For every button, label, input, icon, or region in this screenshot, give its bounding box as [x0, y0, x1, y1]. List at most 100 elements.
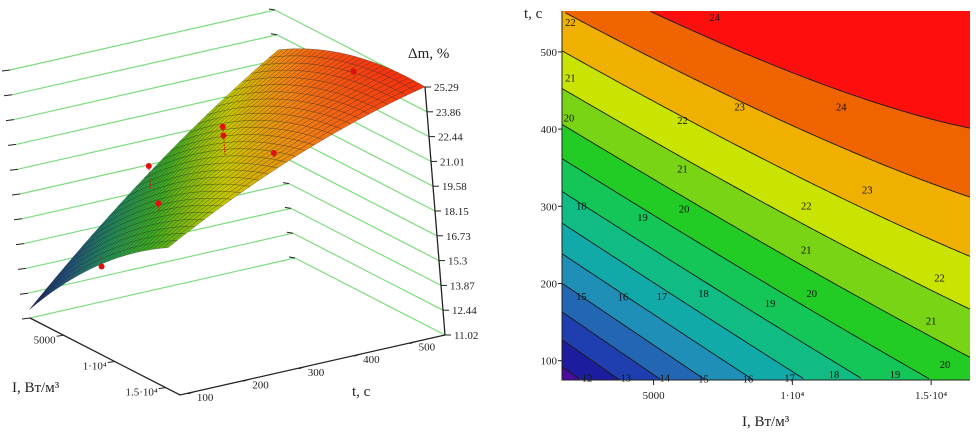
z-tick-label: 12.44 [452, 305, 477, 317]
contour-label: 19 [765, 299, 776, 310]
t-tick-label: 400 [363, 354, 380, 366]
t-tick-label: 500 [419, 342, 436, 354]
contour-band-23 [562, 11, 970, 198]
contour-label: 19 [637, 213, 648, 224]
contour-label: 22 [677, 116, 688, 127]
left-wall-tick [21, 317, 31, 320]
i-tick-label: 5000 [34, 334, 57, 346]
contour-label: 20 [679, 205, 690, 216]
surface-patch [344, 116, 361, 125]
contour-band-12 [562, 339, 970, 380]
surface-plot-3d: 25.29 23.86 22.44 21.01 19.58 18.15 16.73 15.3 1… [1, 8, 478, 404]
contour-line-15 [561, 282, 706, 380]
contour-line-12 [561, 366, 580, 380]
contour-label: 15 [576, 292, 587, 303]
contour-label: 12 [582, 374, 593, 385]
z-tick-label: 15.3 [448, 256, 468, 268]
contour-label: 21 [926, 317, 937, 328]
i-axis-title: I, Вт/м³ [12, 380, 60, 396]
t-axis-title: t, с [352, 384, 371, 400]
data-point [145, 162, 152, 169]
surface-patch [189, 218, 206, 227]
t-tick-label: 300 [308, 367, 325, 379]
point-stem [148, 165, 152, 190]
surface-patch [198, 212, 215, 220]
contour-label: 21 [801, 246, 812, 257]
left-wall-tick [1, 69, 11, 72]
contour-label: 18 [698, 289, 709, 300]
surface-patch [171, 232, 187, 241]
contour-label: 21 [565, 73, 576, 84]
contour-y-tick-label: 300 [541, 201, 558, 213]
contour-band-20 [562, 88, 970, 358]
contour-line-18 [561, 191, 862, 379]
t-tick [409, 341, 416, 345]
contour-x-tick-label: 1.5·10⁴ [915, 390, 947, 402]
z-tick-label: 18.15 [444, 206, 469, 218]
contour-band-22 [562, 11, 970, 257]
axes-3d: 25.29 23.86 22.44 21.01 19.58 18.15 16.73 15.3 1… [29, 82, 478, 404]
contour-x-tick-label: 5000 [643, 390, 666, 402]
corner-tick [284, 206, 292, 209]
t-tick-label: 100 [197, 392, 214, 404]
surface-patch [381, 96, 398, 105]
z-tick-label: 16.73 [446, 231, 471, 243]
contour-line-17 [561, 222, 804, 379]
contour-plot: 22 21 20 24 23 24 22 21 23 22 18 19 20 21 22 15 16 17 18 19… [524, 6, 971, 430]
contour-label: 17 [784, 374, 795, 385]
i-tick [56, 334, 64, 337]
t-tick [354, 353, 361, 357]
contour-line-19 [561, 158, 930, 380]
contour-label: 20 [940, 360, 951, 371]
surface-patch [162, 240, 178, 249]
left-wall-tick [17, 267, 27, 270]
contour-axis-frame [561, 11, 970, 381]
corner-tick [286, 231, 294, 234]
data-point [98, 263, 105, 270]
contour-label: 13 [621, 374, 632, 385]
left-wall-tick [11, 193, 21, 196]
contour-y-axis-title: t, с [524, 6, 543, 22]
data-points [98, 68, 357, 270]
contour-band-17 [562, 191, 970, 380]
data-point [220, 132, 227, 139]
contour-label: 21 [677, 164, 688, 175]
i-tick-label: 1·10⁴ [83, 360, 107, 372]
contour-label: 22 [934, 273, 945, 284]
left-wall-tick [9, 168, 19, 171]
i-tick [107, 360, 115, 363]
contour-x-tick-label: 1·10⁴ [780, 390, 804, 402]
z-tick-label: 22.44 [438, 132, 463, 144]
contour-line-22 [561, 50, 971, 257]
wall-gridline [29, 257, 446, 336]
corner-tick [288, 256, 296, 259]
left-wall-tick [5, 119, 15, 122]
contour-label: 18 [829, 370, 840, 381]
data-point [270, 149, 277, 156]
contour-band-14 [562, 283, 970, 380]
contour-label: 24 [836, 103, 847, 114]
left-wall-tick [19, 292, 29, 295]
contour-label: 17 [657, 292, 668, 303]
contour-band-21 [562, 50, 970, 310]
contour-band-16 [562, 223, 970, 380]
contour-y-tick-label: 200 [541, 279, 558, 291]
contour-label: 22 [565, 18, 576, 29]
contour-label: 20 [807, 289, 818, 300]
contour-label: 16 [618, 293, 629, 304]
contour-label: 24 [709, 13, 720, 24]
contour-line-23 [565, 12, 971, 198]
i-tick-label: 1.5·10⁴ [125, 387, 157, 399]
left-wall-tick [15, 243, 25, 246]
surface-patch [354, 111, 370, 120]
data-point [350, 68, 357, 75]
data-point [155, 200, 162, 207]
z-tick-label: 13.87 [450, 280, 475, 292]
t-tick [243, 378, 250, 382]
data-point [219, 123, 226, 130]
contour-line-20 [561, 123, 971, 358]
floor-axes [29, 317, 446, 396]
corner-tick [282, 182, 290, 185]
contour-line-24 [650, 10, 971, 129]
